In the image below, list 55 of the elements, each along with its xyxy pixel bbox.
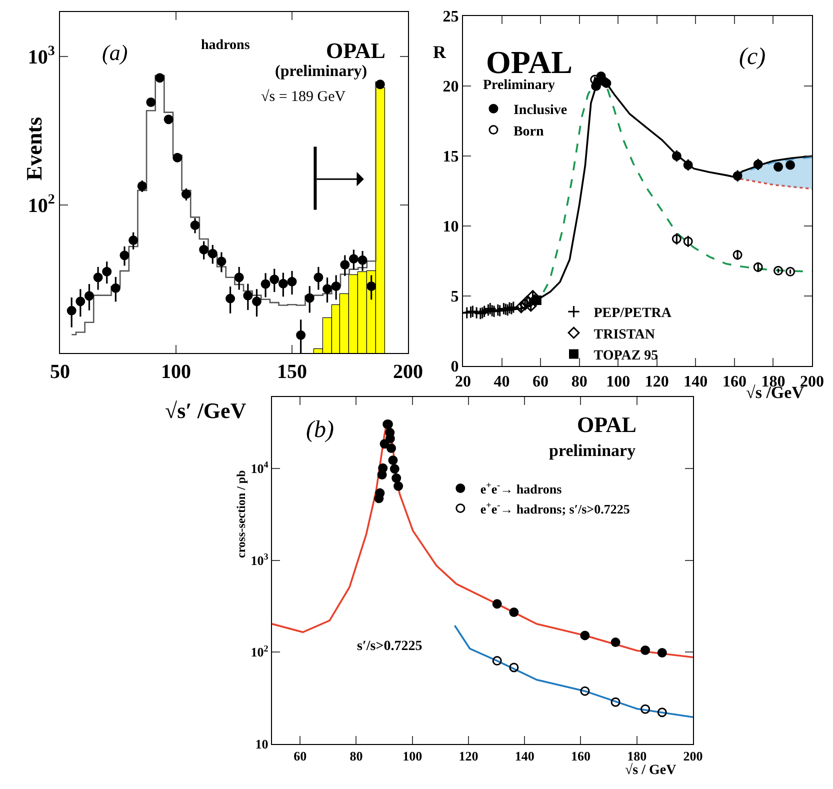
y-tick-label: 5 (450, 288, 459, 306)
legend-label: e$^{+}$e$^{-}$→ hadrons; s′/s>0.7225 (480, 500, 630, 516)
y-tick-label: 10$^{3}$ (28, 44, 55, 69)
x-tick-label: 100 (402, 748, 422, 764)
y-tick-label: 15 (442, 148, 459, 166)
annotation: hadrons (201, 38, 250, 53)
y-tick-label: 0 (450, 358, 459, 376)
annotation: OPAL (326, 38, 386, 63)
annotation: OPAL (577, 412, 636, 437)
annotation: s′/s>0.7225 (357, 639, 422, 654)
x-tick-label: 60 (294, 748, 307, 764)
y-axis-title: R (433, 42, 447, 62)
y-axis-title: Events (22, 116, 46, 180)
x-tick-label: 60 (532, 373, 549, 390)
y-tick-label: 10$^{2}$ (28, 192, 55, 217)
x-tick-label: 80 (350, 748, 363, 764)
legend-label: TRISTAN (594, 327, 655, 342)
y-axis-title: cross-section / pb (234, 470, 248, 558)
legend-label: e$^{+}$e$^{-}$→ hadrons (480, 480, 562, 496)
x-axis-title: √s′ /GeV (165, 398, 246, 423)
annotation: (preliminary) (275, 63, 368, 80)
x-axis-title: √s / GeV (625, 762, 676, 778)
x-tick-label: 100 (606, 373, 630, 390)
x-tick-label: 150 (277, 361, 307, 384)
legend-label: TOPAZ 95 (594, 348, 658, 364)
x-tick-label: 160 (570, 748, 590, 764)
annotation: (c) (739, 44, 766, 70)
y-tick-label: 10$^{2}$ (250, 643, 269, 660)
x-tick-label: 200 (683, 748, 703, 764)
y-tick-label: 10$^{3}$ (250, 551, 269, 568)
y-tick-label: 10$^{4}$ (250, 460, 269, 476)
legend-label: Born (513, 124, 544, 140)
x-tick-label: 140 (684, 373, 708, 390)
y-tick-label: 10 (255, 736, 268, 752)
legend-label: PEP/PETRA (594, 306, 672, 322)
y-tick-label: 25 (442, 8, 459, 26)
y-tick-label: 20 (442, 78, 459, 96)
x-tick-label: 40 (494, 373, 510, 390)
annotation: Preliminary (483, 78, 556, 93)
x-tick-label: 120 (458, 748, 478, 764)
annotation: (b) (306, 417, 334, 443)
annotation: preliminary (549, 441, 636, 460)
x-tick-label: 180 (627, 748, 647, 764)
x-tick-label: 80 (571, 373, 588, 390)
x-tick-label: 100 (161, 361, 191, 384)
x-tick-label: 140 (514, 748, 534, 764)
annotation: OPAL (486, 44, 573, 80)
annotation: √s = 189 GeV (261, 89, 346, 105)
x-tick-label: 120 (644, 373, 669, 390)
y-tick-label: 10 (442, 218, 459, 236)
legend-label: Inclusive (513, 103, 568, 118)
annotation: (a) (102, 40, 128, 65)
x-tick-label: 160 (722, 373, 746, 390)
x-tick-label: 200 (393, 361, 423, 384)
x-tick-label: 50 (50, 361, 70, 384)
